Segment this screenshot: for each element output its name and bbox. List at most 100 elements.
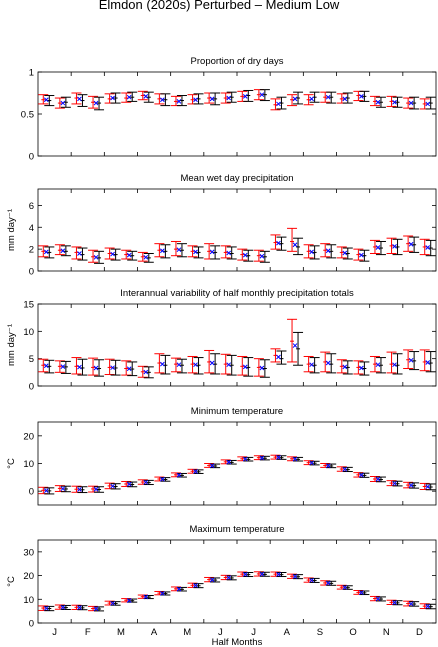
panel-title: Proportion of dry days — [191, 56, 284, 67]
data-point — [325, 94, 331, 100]
data-point — [193, 469, 198, 474]
y-tick-label: 2 — [29, 245, 34, 256]
data-point — [126, 366, 132, 372]
data-point — [143, 254, 149, 260]
data-point — [242, 364, 248, 370]
panel-title: Maximum temperature — [189, 524, 284, 535]
figure-title: Elmdon (2020s) Perturbed – Medium Low — [98, 0, 340, 12]
data-point — [359, 590, 364, 595]
series-3 — [43, 343, 431, 375]
data-point — [342, 585, 348, 590]
data-point — [375, 362, 381, 368]
y-tick-label: 20 — [23, 571, 34, 582]
data-point — [110, 365, 115, 371]
y-tick-label: 20 — [23, 431, 34, 442]
month-label: J — [251, 627, 256, 638]
y-tick-label: 10 — [23, 459, 34, 470]
y-tick-label: 0 — [29, 487, 34, 498]
data-point — [408, 357, 414, 363]
data-point — [392, 244, 397, 249]
month-label: J — [218, 627, 223, 638]
y-tick-label: 10 — [23, 595, 34, 606]
y-tick-label: 4 — [29, 223, 34, 234]
data-point — [226, 575, 232, 581]
data-point — [292, 96, 298, 102]
data-point — [375, 476, 381, 482]
data-point — [126, 94, 132, 100]
data-point — [93, 365, 99, 371]
series-3 — [43, 571, 431, 612]
data-point — [392, 600, 397, 605]
y-tick-label: 0 — [29, 382, 34, 393]
data-point — [93, 606, 99, 612]
data-point — [359, 252, 364, 258]
panel-4: Minimum temperature 0 10 20 °C — [6, 406, 437, 506]
data-point — [43, 249, 49, 255]
panel-title: Minimum temperature — [191, 406, 283, 417]
x-axis-label: Half Months — [212, 637, 263, 647]
y-tick-label: 5 — [29, 354, 34, 365]
series-3 — [43, 92, 431, 107]
data-point — [110, 483, 115, 489]
data-point — [209, 249, 215, 255]
series-2 — [44, 571, 436, 612]
data-point — [259, 455, 265, 461]
data-point — [408, 483, 414, 488]
series-2 — [44, 331, 436, 379]
data-point — [342, 364, 348, 370]
month-label: A — [151, 627, 158, 638]
data-point — [93, 100, 99, 106]
data-point — [325, 463, 331, 469]
y-tick-label: 0 — [29, 267, 34, 278]
data-point — [110, 600, 115, 606]
y-axis-label: mm day⁻¹ — [6, 209, 17, 251]
data-point — [60, 486, 66, 492]
data-point — [176, 99, 182, 104]
data-point — [342, 466, 348, 472]
data-point — [259, 365, 265, 371]
series-1 — [38, 318, 430, 378]
data-point — [143, 369, 149, 375]
data-point — [77, 364, 82, 370]
data-point — [309, 362, 314, 368]
data-point — [242, 252, 248, 258]
y-tick-label: 1 — [29, 68, 34, 79]
data-point — [160, 591, 165, 596]
data-point — [342, 250, 348, 256]
data-point — [392, 481, 397, 486]
data-point — [60, 364, 66, 369]
data-point — [43, 363, 49, 369]
data-point — [209, 360, 215, 366]
data-point — [359, 472, 364, 478]
data-point — [276, 572, 281, 577]
data-point — [176, 247, 182, 253]
axes-box — [37, 303, 437, 387]
data-point — [160, 248, 165, 254]
data-point — [325, 248, 331, 254]
data-point — [259, 92, 265, 98]
series-2 — [44, 236, 436, 264]
data-point — [209, 577, 215, 583]
data-point — [408, 241, 414, 247]
y-tick-label: 0 — [29, 152, 34, 163]
data-point — [309, 577, 314, 583]
data-point — [226, 95, 232, 101]
data-point — [242, 94, 248, 99]
month-label: A — [284, 627, 291, 638]
panel-title: Interannual variability of half monthly … — [120, 288, 354, 299]
data-point — [60, 604, 66, 610]
data-point — [359, 94, 364, 99]
data-point — [375, 596, 381, 602]
data-point — [342, 96, 348, 102]
data-point — [292, 242, 298, 248]
data-point — [292, 456, 298, 462]
data-point — [292, 574, 298, 579]
y-tick-label: 6 — [29, 201, 34, 212]
data-point — [193, 97, 198, 103]
data-point — [176, 586, 182, 592]
data-point — [77, 605, 82, 610]
series-3 — [43, 455, 431, 493]
data-point — [209, 463, 215, 469]
data-point — [309, 249, 314, 255]
data-point — [359, 365, 364, 371]
